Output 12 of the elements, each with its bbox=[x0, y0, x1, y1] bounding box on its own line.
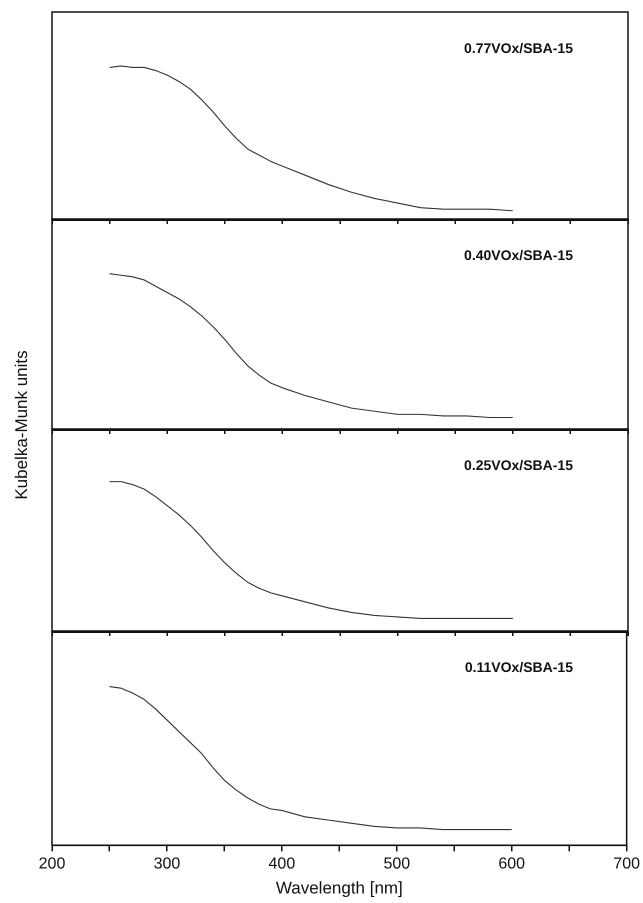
x-tick-label: 500 bbox=[383, 855, 410, 872]
text: 0.25VOx/SBA-15 bbox=[464, 456, 574, 473]
x-tick-label: 300 bbox=[154, 855, 180, 872]
text: 0.40VOx/SBA-15 bbox=[464, 246, 574, 263]
x-tick-label: 400 bbox=[268, 855, 296, 872]
x-tick-label: 200 bbox=[38, 855, 66, 872]
x-tick-label: 700 bbox=[613, 855, 640, 872]
text: 0.77VOx/SBA-15 bbox=[464, 40, 574, 56]
x-axis-title: Wavelength [nm] bbox=[276, 878, 403, 898]
y-axis-title: Kubelka-Munk units bbox=[12, 350, 32, 500]
x-tick-label: 600 bbox=[498, 855, 526, 872]
text: 0.11VOx/SBA-15 bbox=[464, 658, 574, 675]
